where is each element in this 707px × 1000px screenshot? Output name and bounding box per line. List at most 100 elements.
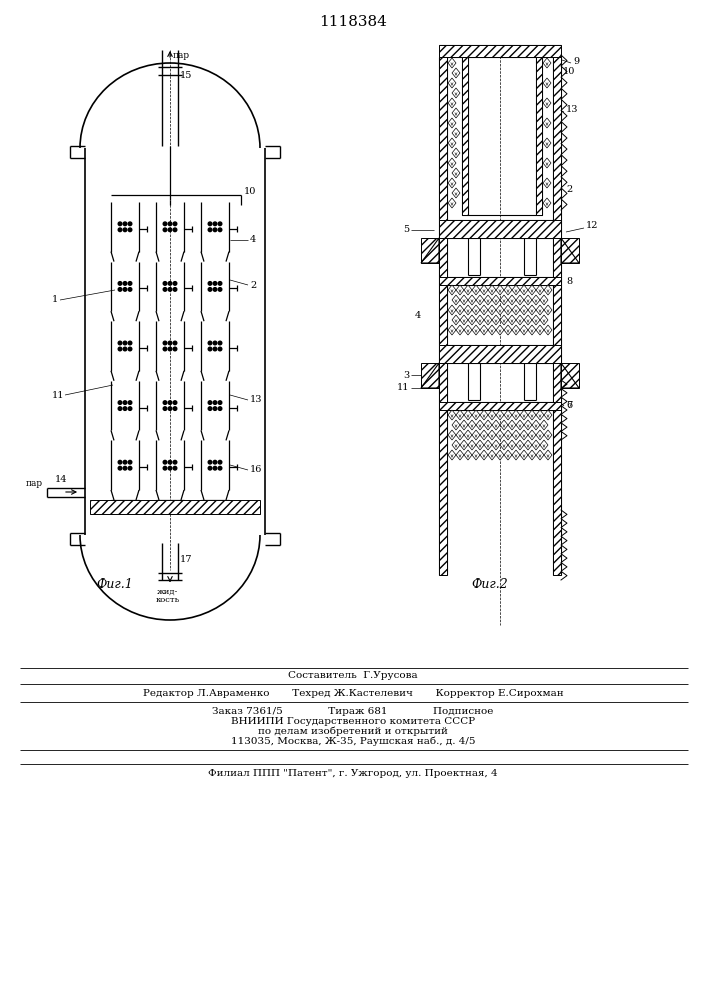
Bar <box>439 345 561 363</box>
Circle shape <box>173 282 177 285</box>
Polygon shape <box>512 305 520 315</box>
Circle shape <box>118 401 122 404</box>
Polygon shape <box>496 325 504 335</box>
Polygon shape <box>524 440 532 450</box>
Bar <box>462 57 468 215</box>
Circle shape <box>128 407 132 410</box>
Polygon shape <box>543 118 551 128</box>
Circle shape <box>218 407 222 410</box>
Circle shape <box>163 466 167 470</box>
Circle shape <box>208 282 212 285</box>
Circle shape <box>163 347 167 351</box>
Polygon shape <box>452 88 460 98</box>
Polygon shape <box>492 440 500 450</box>
Polygon shape <box>452 148 460 158</box>
Circle shape <box>163 222 167 226</box>
Polygon shape <box>452 108 460 118</box>
Circle shape <box>163 341 167 345</box>
Bar <box>439 277 561 285</box>
Polygon shape <box>472 410 480 420</box>
Polygon shape <box>532 295 540 305</box>
Circle shape <box>208 341 212 345</box>
Circle shape <box>214 466 217 470</box>
Text: пар: пар <box>26 480 43 488</box>
Circle shape <box>123 222 127 226</box>
Text: кость: кость <box>156 596 180 604</box>
Text: 4: 4 <box>250 235 256 244</box>
Polygon shape <box>456 325 464 335</box>
Circle shape <box>173 401 177 404</box>
Polygon shape <box>520 450 528 460</box>
Polygon shape <box>536 325 544 335</box>
Polygon shape <box>543 58 551 68</box>
Circle shape <box>173 460 177 464</box>
Polygon shape <box>476 315 484 325</box>
Polygon shape <box>448 410 456 420</box>
Circle shape <box>168 407 172 410</box>
Polygon shape <box>516 315 524 325</box>
Polygon shape <box>512 325 520 335</box>
Text: Составитель  Г.Урусова: Составитель Г.Урусова <box>288 670 418 680</box>
Polygon shape <box>480 410 488 420</box>
Polygon shape <box>456 430 464 440</box>
Polygon shape <box>516 295 524 305</box>
Circle shape <box>218 466 222 470</box>
Polygon shape <box>464 450 472 460</box>
Polygon shape <box>496 410 504 420</box>
Polygon shape <box>484 295 492 305</box>
Polygon shape <box>504 450 512 460</box>
Text: Фиг.2: Фиг.2 <box>472 578 508 591</box>
Circle shape <box>173 222 177 226</box>
Circle shape <box>118 222 122 226</box>
Circle shape <box>168 466 172 470</box>
Polygon shape <box>484 315 492 325</box>
Polygon shape <box>516 440 524 450</box>
Polygon shape <box>476 295 484 305</box>
Text: 13: 13 <box>250 395 262 404</box>
Polygon shape <box>543 178 551 188</box>
Text: 5: 5 <box>403 226 409 234</box>
Circle shape <box>128 466 132 470</box>
Polygon shape <box>456 410 464 420</box>
Circle shape <box>214 401 217 404</box>
Polygon shape <box>452 188 460 198</box>
Polygon shape <box>452 168 460 178</box>
Polygon shape <box>536 285 544 295</box>
Polygon shape <box>472 450 480 460</box>
Circle shape <box>218 282 222 285</box>
Circle shape <box>118 341 122 345</box>
Polygon shape <box>460 440 468 450</box>
Polygon shape <box>504 305 512 315</box>
Polygon shape <box>520 430 528 440</box>
Polygon shape <box>456 305 464 315</box>
Polygon shape <box>508 295 516 305</box>
Polygon shape <box>476 420 484 430</box>
Polygon shape <box>496 285 504 295</box>
Polygon shape <box>468 315 476 325</box>
Circle shape <box>123 401 127 404</box>
Polygon shape <box>448 325 456 335</box>
Text: по делам изобретений и открытий: по делам изобретений и открытий <box>258 726 448 736</box>
Polygon shape <box>472 430 480 440</box>
Text: 6: 6 <box>566 401 572 410</box>
Text: 15: 15 <box>180 70 192 80</box>
Polygon shape <box>536 305 544 315</box>
Polygon shape <box>448 285 456 295</box>
Circle shape <box>208 460 212 464</box>
Text: 10: 10 <box>563 68 575 77</box>
Polygon shape <box>464 305 472 315</box>
Circle shape <box>123 282 127 285</box>
Bar <box>439 220 561 238</box>
Polygon shape <box>543 158 551 168</box>
Circle shape <box>208 222 212 226</box>
Polygon shape <box>484 440 492 450</box>
Polygon shape <box>520 285 528 295</box>
Polygon shape <box>496 450 504 460</box>
Polygon shape <box>532 420 540 430</box>
Circle shape <box>118 288 122 291</box>
Text: 1118384: 1118384 <box>319 15 387 29</box>
Circle shape <box>168 228 172 232</box>
Polygon shape <box>452 68 460 78</box>
Polygon shape <box>448 138 456 148</box>
Polygon shape <box>543 198 551 208</box>
